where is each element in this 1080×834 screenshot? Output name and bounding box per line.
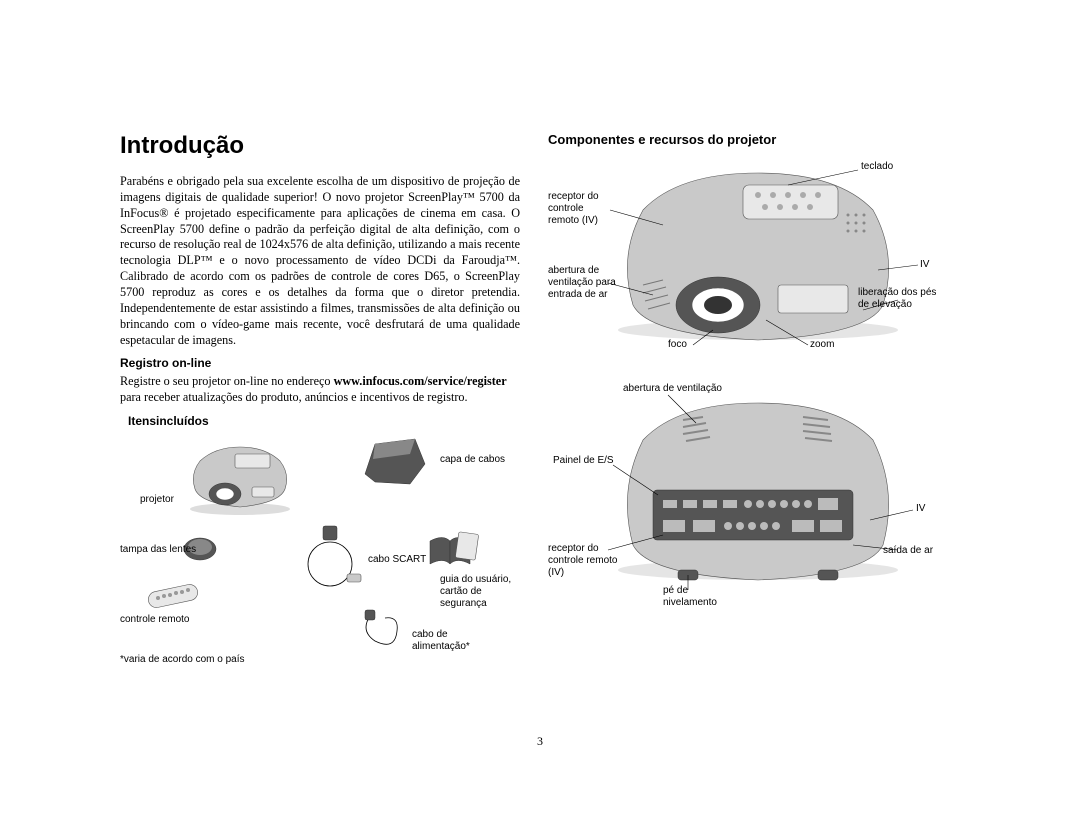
label-cabo-scart: cabo SCART: [368, 554, 426, 566]
registro-heading: Registro on-line: [120, 356, 520, 370]
power-cable-icon: [355, 606, 410, 656]
projector-rear-diagram: abertura de ventilação Painel de E/S rec…: [548, 375, 948, 605]
label-cabo-alim: cabo de alimentação*: [412, 629, 470, 653]
registro-text-b: para receber atualizações do produto, an…: [120, 390, 468, 404]
cable-cover-icon: [355, 434, 435, 494]
projector-small-icon: [180, 439, 300, 519]
componentes-heading: Componentes e recursos do projetor: [548, 132, 948, 147]
page-number: 3: [120, 734, 960, 749]
projector-front-diagram: receptor do controle remoto (IV) abertur…: [548, 155, 948, 355]
label-zoom: zoom: [810, 339, 834, 351]
page-title: Introdução: [120, 132, 520, 160]
label-abertura-vent: abertura de ventilação: [623, 383, 722, 395]
left-column: Introdução Parabéns e obrigado pela sua …: [120, 132, 520, 714]
label-receptor-iv2: receptor do controle remoto (IV): [548, 543, 617, 579]
scart-cable-icon: [295, 524, 365, 594]
label-iv-bottom: IV: [916, 503, 925, 515]
label-guia: guia do usuário, cartão de segurança: [440, 574, 520, 610]
label-pe-niv: pé de nivelamento: [663, 585, 717, 609]
document-page: Introdução Parabéns e obrigado pela sua …: [120, 132, 960, 749]
label-painel-es: Painel de E/S: [553, 455, 614, 467]
label-capa-cabos: capa de cabos: [440, 454, 505, 466]
itens-heading: Itensincluídos: [128, 414, 520, 428]
remote-icon: [140, 574, 210, 614]
intro-paragraph: Parabéns e obrigado pela sua excelente e…: [120, 174, 520, 348]
label-receptor-iv: receptor do controle remoto (IV): [548, 191, 599, 227]
registro-text-a: Registre o seu projetor on-line no ender…: [120, 374, 334, 388]
label-foco: foco: [668, 339, 687, 351]
label-varia: *varia de acordo com o país: [120, 654, 245, 666]
registro-url: www.infocus.com/service/register: [334, 374, 507, 388]
guide-icon: [425, 529, 480, 574]
label-abertura-vent-entrada: abertura de ventilação para entrada de a…: [548, 265, 616, 301]
label-iv-top: IV: [920, 259, 929, 271]
label-saida-ar: saída de ar: [883, 545, 933, 557]
included-items-area: projetor tampa das lentes controle remot…: [120, 434, 520, 714]
label-teclado: teclado: [861, 161, 893, 173]
two-column-layout: Introdução Parabéns e obrigado pela sua …: [120, 132, 960, 714]
label-tampa-lentes: tampa das lentes: [120, 544, 196, 556]
label-projetor: projetor: [140, 494, 174, 506]
label-liberacao: liberação dos pés de elevação: [858, 287, 936, 311]
registro-paragraph: Registre o seu projetor on-line no ender…: [120, 374, 520, 406]
label-controle-remoto: controle remoto: [120, 614, 189, 626]
right-column: Componentes e recursos do projetor: [548, 132, 948, 714]
